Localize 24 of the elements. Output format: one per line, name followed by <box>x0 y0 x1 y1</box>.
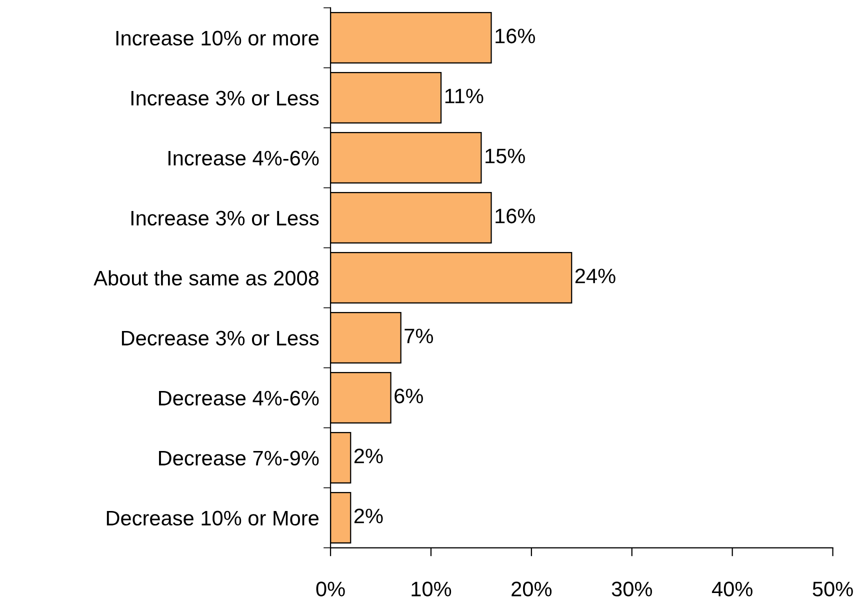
data-label: 11% <box>445 88 484 104</box>
y-tick-label: Increase 3% or Less <box>131 210 319 226</box>
y-tick-label: Decrease 3% or Less <box>122 330 319 346</box>
y-tick-label: Increase 10% or more <box>116 30 319 46</box>
data-label: 6% <box>394 388 423 404</box>
x-tick-label: 10% <box>412 582 452 596</box>
y-tick-label: Decrease 10% or More <box>106 510 319 526</box>
y-tick-label: Increase 3% or Less <box>131 90 319 106</box>
data-label: 7% <box>404 328 433 344</box>
x-tick-label: 20% <box>512 582 552 596</box>
x-tick-label: 40% <box>712 582 752 596</box>
data-label: 2% <box>354 448 383 464</box>
y-tick-label: Decrease 7%-9% <box>159 450 319 466</box>
data-label: 2% <box>354 508 383 524</box>
data-label: 16% <box>496 28 535 44</box>
data-label: 16% <box>496 208 535 224</box>
y-tick-label: About the same as 2008 <box>94 270 319 286</box>
x-tick-label: 50% <box>812 582 853 596</box>
data-label: 15% <box>486 148 525 164</box>
x-tick-label: 0% <box>316 582 345 596</box>
y-tick-label: Increase 4%-6% <box>168 150 319 166</box>
x-tick-label: 30% <box>612 582 652 596</box>
y-tick-label: Decrease 4%-6% <box>159 390 319 406</box>
data-label: 24% <box>575 268 616 284</box>
